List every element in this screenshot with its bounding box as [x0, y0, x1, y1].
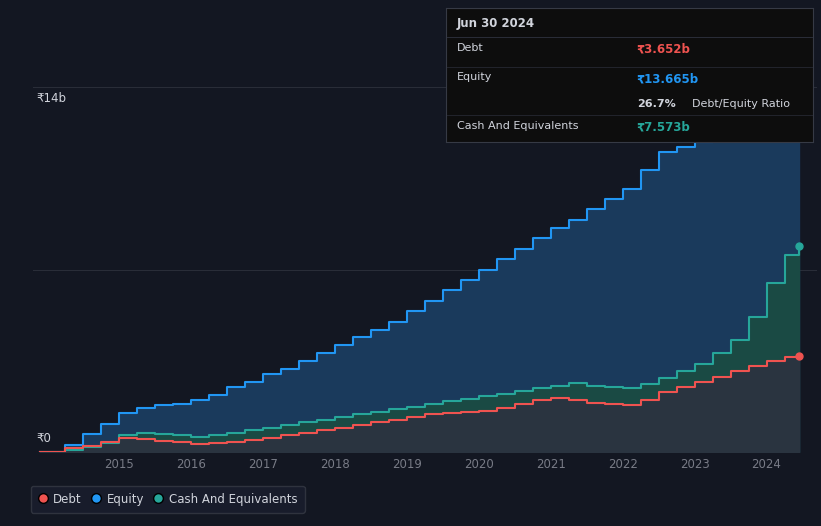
Text: Equity: Equity — [456, 72, 492, 82]
Text: ₹7.573b: ₹7.573b — [636, 120, 690, 134]
Text: ₹0: ₹0 — [36, 431, 51, 444]
Text: Debt: Debt — [456, 43, 484, 53]
Text: 26.7%: 26.7% — [636, 99, 676, 109]
Text: ₹3.652b: ₹3.652b — [636, 43, 690, 56]
Text: ₹14b: ₹14b — [36, 92, 67, 105]
Text: Cash And Equivalents: Cash And Equivalents — [456, 120, 578, 130]
Legend: Debt, Equity, Cash And Equivalents: Debt, Equity, Cash And Equivalents — [31, 485, 305, 513]
Text: Jun 30 2024: Jun 30 2024 — [456, 17, 535, 31]
Text: ₹13.665b: ₹13.665b — [636, 72, 699, 85]
Text: Debt/Equity Ratio: Debt/Equity Ratio — [691, 99, 790, 109]
